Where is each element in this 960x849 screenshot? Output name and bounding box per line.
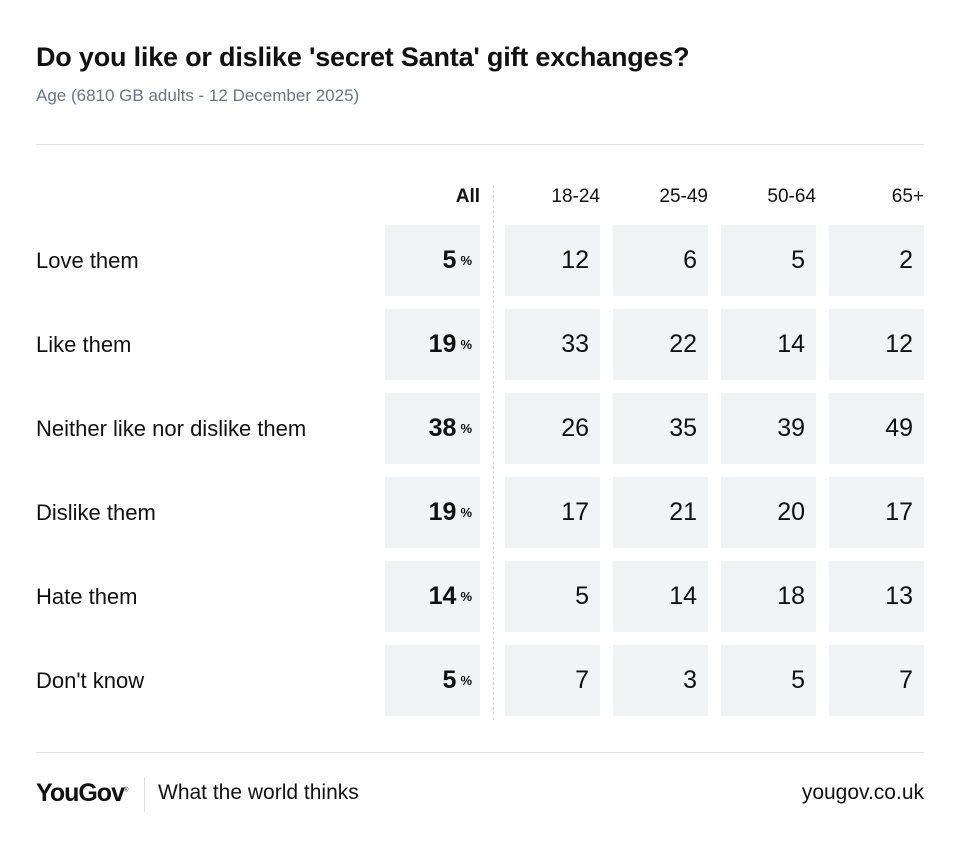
column-header: 50-64 [767,186,816,207]
value-label: 18 [777,582,805,610]
value-cell: 12 [505,225,600,296]
value-cell: 14% [385,561,480,632]
value-cell: 5 [505,561,600,632]
value-label: 6 [683,246,697,274]
footer-separator [144,777,145,812]
value-label: 14 [777,330,805,358]
percent-sign: % [460,337,472,352]
value-label: 35 [669,414,697,442]
value-label: 20 [777,498,805,526]
value-cell: 49 [829,393,924,464]
value-label: 49 [885,414,913,442]
row-label: Neither like nor dislike them [36,416,307,441]
value-cell: 38% [385,393,480,464]
bottom-rule [36,752,924,753]
value-label: 17 [561,498,589,526]
chart-subtitle: Age (6810 GB adults - 12 December 2025) [36,86,360,105]
value-label: 33 [561,330,589,358]
value-cell: 35 [613,393,708,464]
value-cell: 13 [829,561,924,632]
value-cell: 5 [721,645,816,716]
value-label: 5 [442,666,457,694]
value-label: 26 [561,414,589,442]
value-label: 12 [885,330,913,358]
value-label: 5 [575,582,589,610]
tagline: What the world thinks [158,781,359,804]
value-cell: 21 [613,477,708,548]
value-label: 19 [428,498,457,526]
yougov-logo: YouGov® [36,779,129,807]
percent-sign: % [460,421,472,436]
column-header: 18-24 [551,186,600,207]
value-cell: 5% [385,225,480,296]
value-label: 2 [899,246,913,274]
column-header: All [455,186,480,207]
value-label: 14 [669,582,697,610]
value-cell: 7 [505,645,600,716]
percent-sign: % [460,673,472,688]
value-label: 5 [791,666,805,694]
value-label: 7 [899,666,913,694]
value-label: 21 [669,498,697,526]
value-label: 38 [428,414,457,442]
top-rule [36,144,924,145]
value-cell: 5% [385,645,480,716]
value-cell: 19% [385,309,480,380]
value-cell: 6 [613,225,708,296]
column-header: 65+ [891,186,924,207]
value-cell: 18 [721,561,816,632]
value-label: 17 [885,498,913,526]
row-label: Dislike them [36,500,156,525]
value-cell: 20 [721,477,816,548]
value-label: 39 [777,414,805,442]
row-label: Hate them [36,584,138,609]
value-cell: 39 [721,393,816,464]
column-divider [493,185,494,720]
logo-text: YouGov [36,779,125,807]
value-label: 5 [791,246,805,274]
value-cell: 33 [505,309,600,380]
value-cell: 7 [829,645,924,716]
value-cell: 2 [829,225,924,296]
value-cell: 3 [613,645,708,716]
value-label: 19 [428,330,457,358]
row-label: Love them [36,248,139,273]
value-label: 22 [669,330,697,358]
value-label: 5 [442,246,457,274]
percent-sign: % [460,505,472,520]
value-cell: 14 [721,309,816,380]
value-label: 3 [683,666,697,694]
row-label: Don't know [36,668,145,693]
value-cell: 12 [829,309,924,380]
percent-sign: % [460,589,472,604]
site-url[interactable]: yougov.co.uk [801,781,924,804]
percent-sign: % [460,253,472,268]
value-cell: 17 [829,477,924,548]
row-label: Like them [36,332,132,357]
value-cell: 26 [505,393,600,464]
value-label: 14 [428,582,457,610]
value-cell: 14 [613,561,708,632]
value-cell: 17 [505,477,600,548]
value-label: 13 [885,582,913,610]
value-cell: 19% [385,477,480,548]
value-label: 12 [561,246,589,274]
column-header: 25-49 [659,186,708,207]
value-cell: 22 [613,309,708,380]
value-cell: 5 [721,225,816,296]
chart-title: Do you like or dislike 'secret Santa' gi… [36,42,690,72]
value-label: 7 [575,666,589,694]
